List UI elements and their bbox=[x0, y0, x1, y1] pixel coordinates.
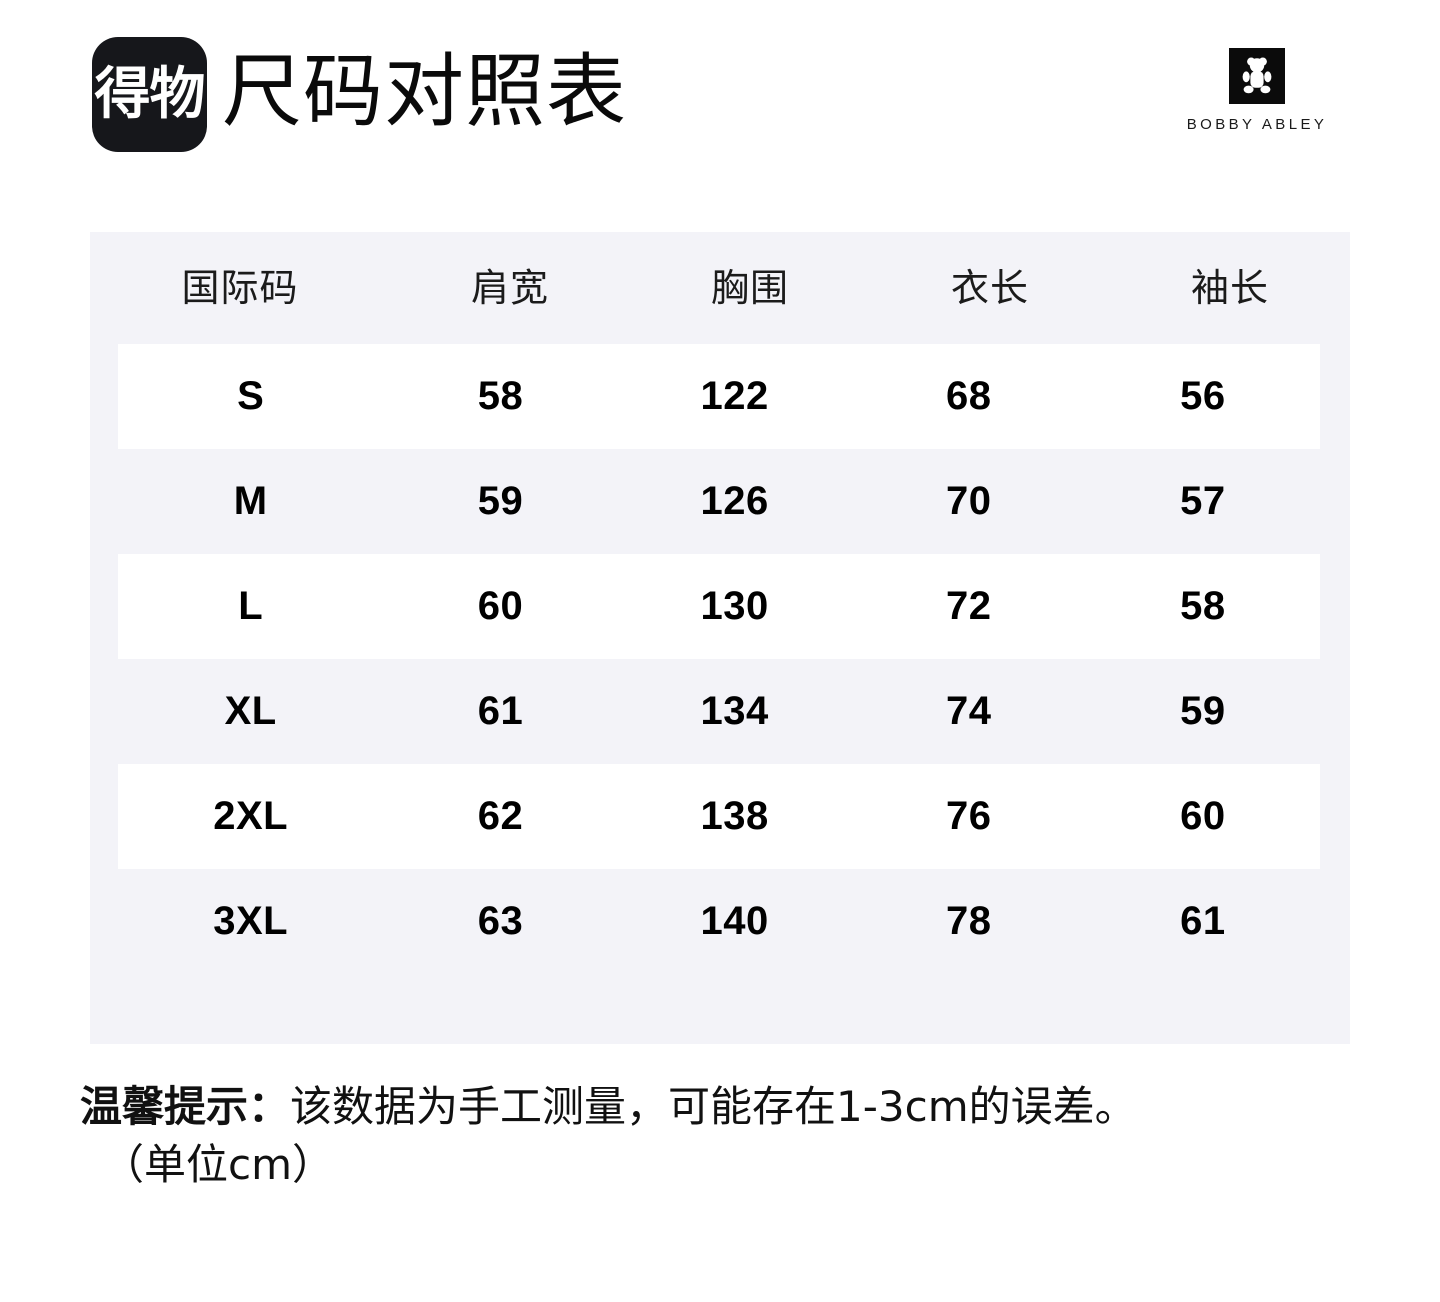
table-header-row: 国际码 肩宽 胸围 衣长 袖长 bbox=[90, 232, 1350, 344]
column-header-chest: 胸围 bbox=[710, 266, 789, 310]
table-row: 2XL 62 138 76 60 bbox=[90, 764, 1350, 869]
cell-length: 72 bbox=[946, 584, 992, 628]
cell-shoulder: 63 bbox=[477, 899, 524, 943]
cell-size: M bbox=[233, 479, 268, 523]
teddy-bear-icon bbox=[1229, 48, 1285, 104]
table-bottom-padding bbox=[90, 974, 1350, 1044]
cell-sleeve: 61 bbox=[1180, 899, 1226, 943]
column-header-size: 国际码 bbox=[181, 266, 299, 310]
cell-shoulder: 62 bbox=[477, 794, 524, 838]
cell-chest: 140 bbox=[700, 899, 769, 943]
cell-size: L bbox=[238, 584, 264, 628]
cell-shoulder: 61 bbox=[477, 689, 524, 733]
cell-shoulder: 60 bbox=[477, 584, 524, 628]
cell-sleeve: 60 bbox=[1180, 794, 1226, 838]
dewu-logo-badge: 得物 bbox=[92, 37, 207, 152]
column-header-sleeve: 袖长 bbox=[1190, 266, 1269, 310]
table-row: S 58 122 68 56 bbox=[90, 344, 1350, 449]
table-row: 3XL 63 140 78 61 bbox=[90, 869, 1350, 974]
page-title: 尺码对照表 bbox=[222, 45, 627, 138]
footnote-text: 该数据为手工测量，可能存在1-3cm的误差。 bbox=[290, 1082, 1137, 1131]
column-header-shoulder: 肩宽 bbox=[470, 266, 549, 310]
dewu-logo-text: 得物 bbox=[94, 61, 206, 127]
cell-sleeve: 57 bbox=[1180, 479, 1226, 523]
cell-length: 76 bbox=[946, 794, 992, 838]
cell-sleeve: 56 bbox=[1180, 374, 1226, 418]
footnote-label: 温馨提示： bbox=[80, 1082, 291, 1131]
cell-size: 3XL bbox=[213, 899, 289, 943]
cell-length: 78 bbox=[946, 899, 992, 943]
cell-shoulder: 58 bbox=[477, 374, 524, 418]
cell-chest: 130 bbox=[700, 584, 769, 628]
column-header-length: 衣长 bbox=[950, 266, 1029, 310]
brand-lockup: BOBBY ABLEY bbox=[1182, 48, 1332, 134]
brand-name: BOBBY ABLEY bbox=[1186, 116, 1328, 133]
footnote: 温馨提示：该数据为手工测量，可能存在1-3cm的误差。 （单位cm） bbox=[80, 1078, 1380, 1194]
table-row: L 60 130 72 58 bbox=[90, 554, 1350, 659]
cell-shoulder: 59 bbox=[477, 479, 524, 523]
cell-chest: 138 bbox=[700, 794, 769, 838]
table-row: XL 61 134 74 59 bbox=[90, 659, 1350, 764]
table-body: S 58 122 68 56 M 59 126 70 57 L 60 130 7… bbox=[90, 344, 1350, 974]
cell-sleeve: 58 bbox=[1180, 584, 1226, 628]
table-row: M 59 126 70 57 bbox=[90, 449, 1350, 554]
cell-length: 68 bbox=[946, 374, 992, 418]
cell-size: 2XL bbox=[213, 794, 289, 838]
cell-chest: 122 bbox=[700, 374, 769, 418]
cell-sleeve: 59 bbox=[1180, 689, 1226, 733]
cell-length: 70 bbox=[946, 479, 992, 523]
footnote-unit: （单位cm） bbox=[102, 1140, 335, 1189]
cell-chest: 126 bbox=[700, 479, 769, 523]
size-chart-table: 国际码 肩宽 胸围 衣长 袖长 S 58 122 68 56 M 59 126 … bbox=[90, 232, 1350, 1044]
cell-chest: 134 bbox=[700, 689, 769, 733]
page-header: 得物 尺码对照表 BOBBY ABLEY bbox=[0, 0, 1440, 200]
cell-size: S bbox=[237, 374, 265, 418]
cell-length: 74 bbox=[946, 689, 992, 733]
cell-size: XL bbox=[224, 689, 277, 733]
